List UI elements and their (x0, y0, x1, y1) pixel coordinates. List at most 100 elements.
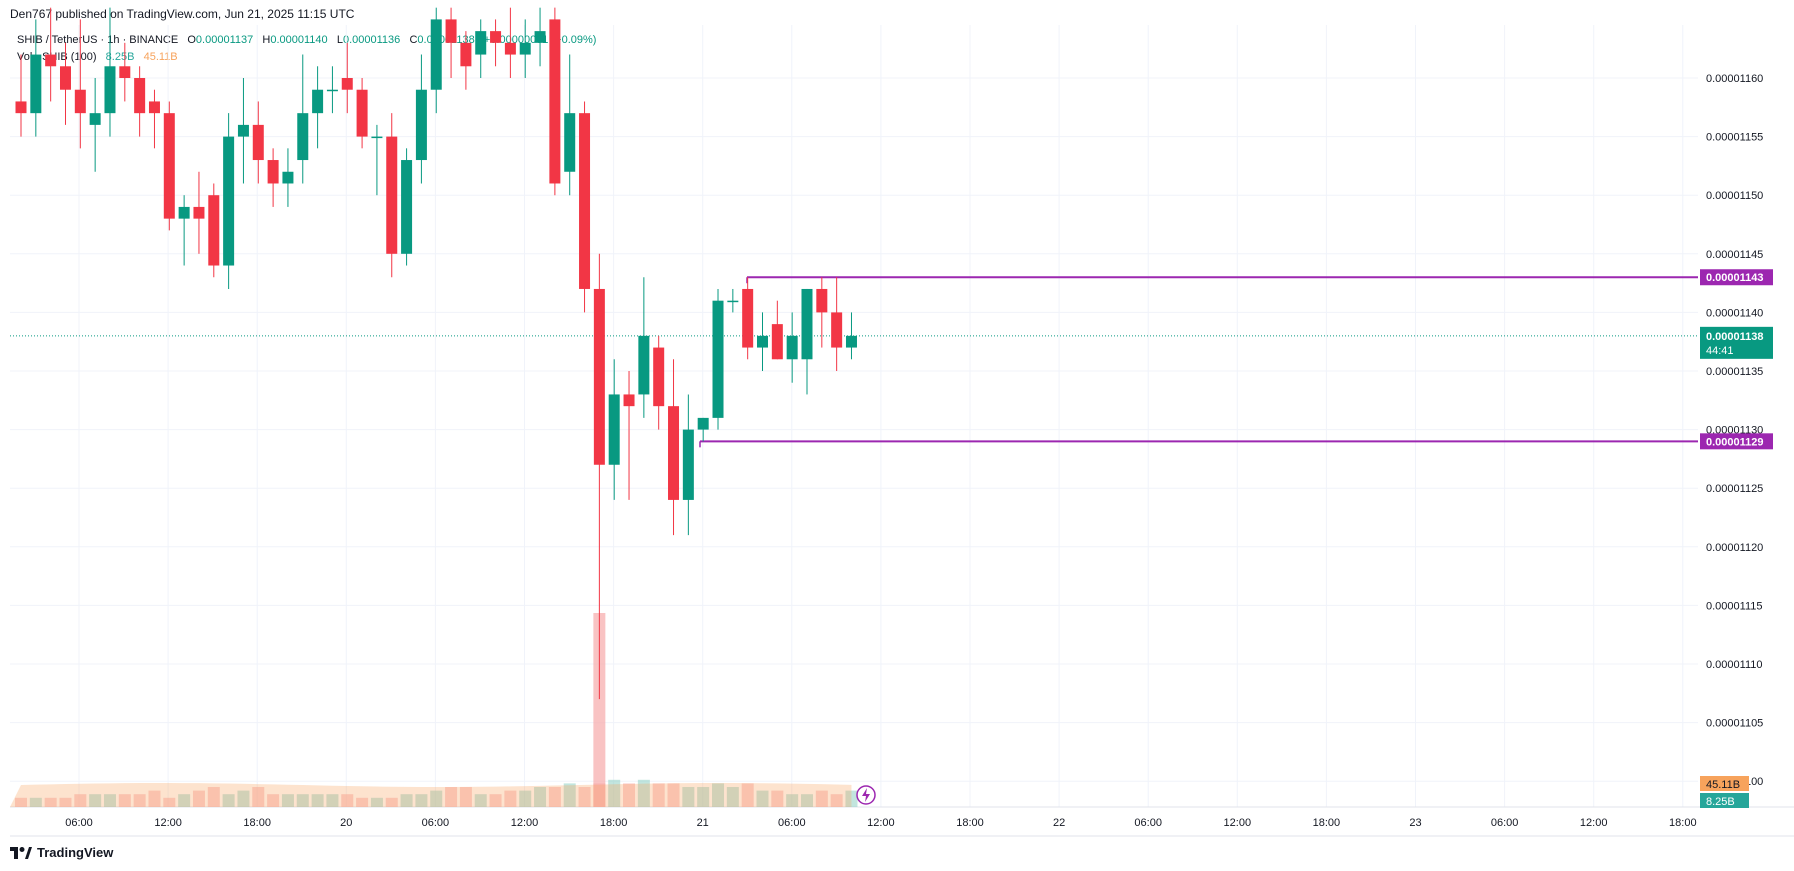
candle-body (30, 54, 42, 114)
volume-bar (652, 783, 665, 807)
candle-body (326, 89, 338, 92)
price-tick-label: 0.00001135 (1706, 366, 1763, 378)
volume-sell-badge (1700, 776, 1749, 791)
volume-buy-badge-label: 8.25B (1706, 796, 1735, 808)
candle-body (623, 394, 635, 407)
candle-body (742, 288, 754, 348)
volume-bar (415, 794, 428, 807)
volume-bar (800, 794, 813, 807)
candle-body (237, 124, 249, 137)
candle-body (549, 19, 561, 184)
volume-bar (830, 794, 843, 807)
level-price-label: 0.00001143 (1706, 272, 1764, 284)
open-label: O (187, 34, 196, 46)
volume-bar (504, 790, 517, 807)
volume-bar (281, 794, 294, 807)
time-tick-label: 18:00 (1313, 817, 1341, 829)
volume-bar (519, 790, 532, 807)
open-value: 0.00001137 (195, 34, 254, 46)
price-tick-label: 0.00001150 (1706, 190, 1763, 202)
candle-body (312, 89, 324, 114)
time-tick-label: 23 (1409, 817, 1421, 829)
volume-bar (637, 779, 650, 807)
volume-bar (459, 787, 472, 807)
volume-bar (15, 797, 27, 807)
lightning-bolt-glyph (862, 788, 870, 802)
candle-body (163, 113, 175, 219)
volume-bar (296, 794, 309, 807)
candle-body (356, 89, 368, 137)
volume-bar (712, 783, 725, 807)
time-tick-label: 20 (340, 817, 352, 829)
time-tick-label: 12:00 (1224, 817, 1252, 829)
candle-body (712, 300, 724, 418)
volume-bar (148, 790, 161, 807)
volume-bar (682, 787, 695, 807)
candle-body (638, 335, 650, 395)
tradingview-logo-icon (10, 846, 32, 859)
price-tick-label: 0.00001160 (1706, 73, 1763, 85)
volume-bar (267, 794, 280, 807)
candle-body (668, 406, 680, 500)
candle-body (59, 66, 71, 90)
volume-bar (548, 787, 561, 807)
candle-body (816, 288, 828, 313)
candle-body (45, 54, 57, 67)
volume-bar (222, 794, 235, 807)
price-tick-label: 0.00001145 (1706, 249, 1763, 261)
high-value: 0.00001140 (270, 34, 328, 46)
last-price-label: 0.00001138 (1706, 331, 1764, 343)
volume-bar (237, 790, 250, 807)
candle-body (697, 417, 709, 430)
candle-body (682, 429, 694, 500)
volume-bar (133, 794, 146, 807)
candle-body (579, 113, 591, 289)
volume-bar (163, 797, 176, 807)
candle-body (653, 347, 665, 407)
candle-body (401, 160, 413, 254)
volume-bar (207, 787, 220, 807)
volume-buy-value: 8.25B (105, 51, 135, 63)
volume-bar (697, 787, 710, 807)
level-price-label: 0.00001129 (1706, 436, 1764, 448)
candle-body (801, 288, 813, 360)
volume-bar (845, 790, 858, 807)
tradingview-footer[interactable]: TradingView (10, 845, 113, 860)
volume-bar (563, 783, 576, 807)
time-tick-label: 06:00 (1134, 817, 1162, 829)
time-tick-label: 06:00 (65, 817, 93, 829)
candle-body (267, 160, 279, 184)
candle-body (341, 78, 353, 90)
time-tick-label: 12:00 (154, 817, 182, 829)
volume-sell-badge-label: 45.11B (1706, 779, 1740, 791)
candle-body (148, 101, 160, 114)
volume-spike-bar (593, 613, 606, 807)
candle-body (371, 136, 383, 139)
volume-bar (311, 794, 324, 807)
volume-bar (400, 794, 413, 807)
level-price-badge (1700, 433, 1773, 450)
candle-body (564, 113, 576, 172)
level-price-badge (1700, 269, 1773, 286)
candle-body (89, 113, 101, 125)
time-tick-label: 18:00 (956, 817, 984, 829)
volume-bar (578, 787, 591, 807)
time-tick-label: 22 (1053, 817, 1065, 829)
candle-body (593, 288, 605, 465)
candle-body (74, 89, 86, 114)
volume-bar (623, 783, 636, 807)
volume-buy-badge (1700, 793, 1749, 808)
volume-bar (430, 790, 443, 807)
volume-bar (741, 783, 754, 807)
candle-body (386, 136, 398, 254)
candle-body (534, 31, 546, 43)
volume-bar (608, 779, 621, 807)
time-tick-label: 12:00 (867, 817, 895, 829)
candle-body (786, 335, 798, 360)
symbol-label[interactable]: SHIB / TetherUS · 1h · BINANCE (17, 34, 179, 46)
time-tick-label: 18:00 (600, 817, 628, 829)
volume-bar (103, 794, 116, 807)
candle-body (475, 31, 487, 55)
last-price-badge (1700, 326, 1773, 359)
